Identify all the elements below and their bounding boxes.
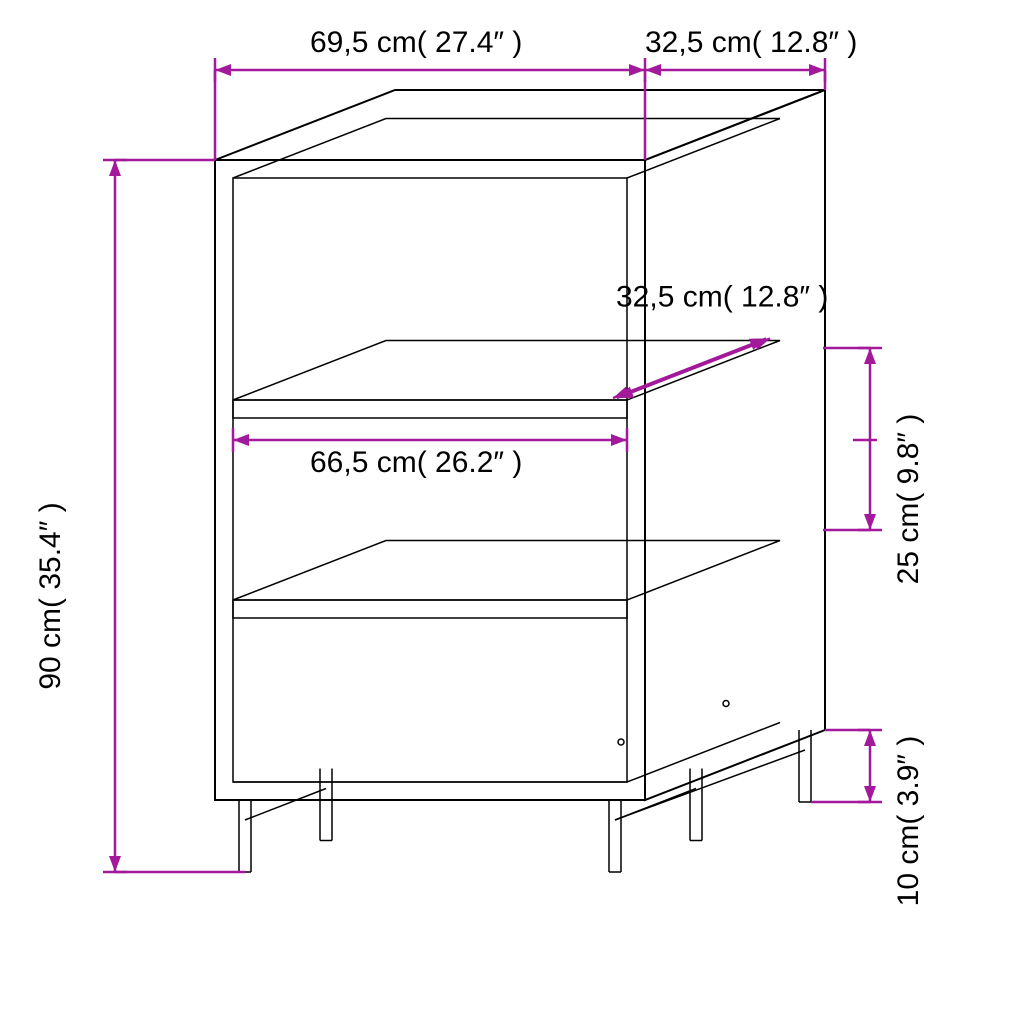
svg-text:10 cm( 3.9″ ): 10 cm( 3.9″ ) [892,736,925,907]
svg-text:69,5 cm( 27.4″ ): 69,5 cm( 27.4″ ) [310,26,522,59]
svg-text:32,5 cm( 12.8″ ): 32,5 cm( 12.8″ ) [616,281,828,314]
svg-text:66,5 cm( 26.2″ ): 66,5 cm( 26.2″ ) [310,446,522,479]
furniture-dimension-diagram: 69,5 cm( 27.4″ ) 32,5 cm( 12.8″ ) 90 cm( 3… [0,0,1024,1024]
svg-text:32,5 cm( 12.8″ ): 32,5 cm( 12.8″ ) [645,26,857,59]
svg-text:90 cm( 35.4″ ): 90 cm( 35.4″ ) [34,502,67,689]
svg-text:25 cm( 9.8″ ): 25 cm( 9.8″ ) [892,414,925,585]
